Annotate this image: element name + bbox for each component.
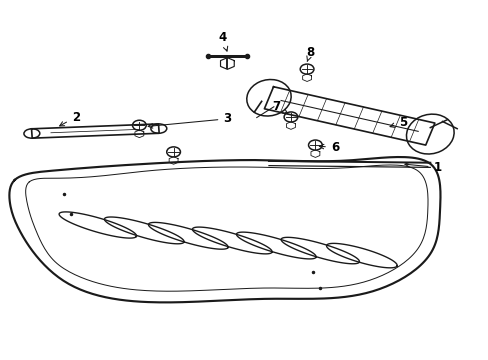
Text: 3: 3	[148, 112, 231, 128]
Text: 5: 5	[389, 116, 407, 129]
Text: 8: 8	[306, 46, 314, 62]
Text: 2: 2	[60, 111, 80, 126]
Text: 6: 6	[319, 141, 338, 154]
Text: 7: 7	[272, 100, 287, 114]
Text: 1: 1	[404, 161, 441, 174]
Text: 4: 4	[218, 31, 227, 51]
